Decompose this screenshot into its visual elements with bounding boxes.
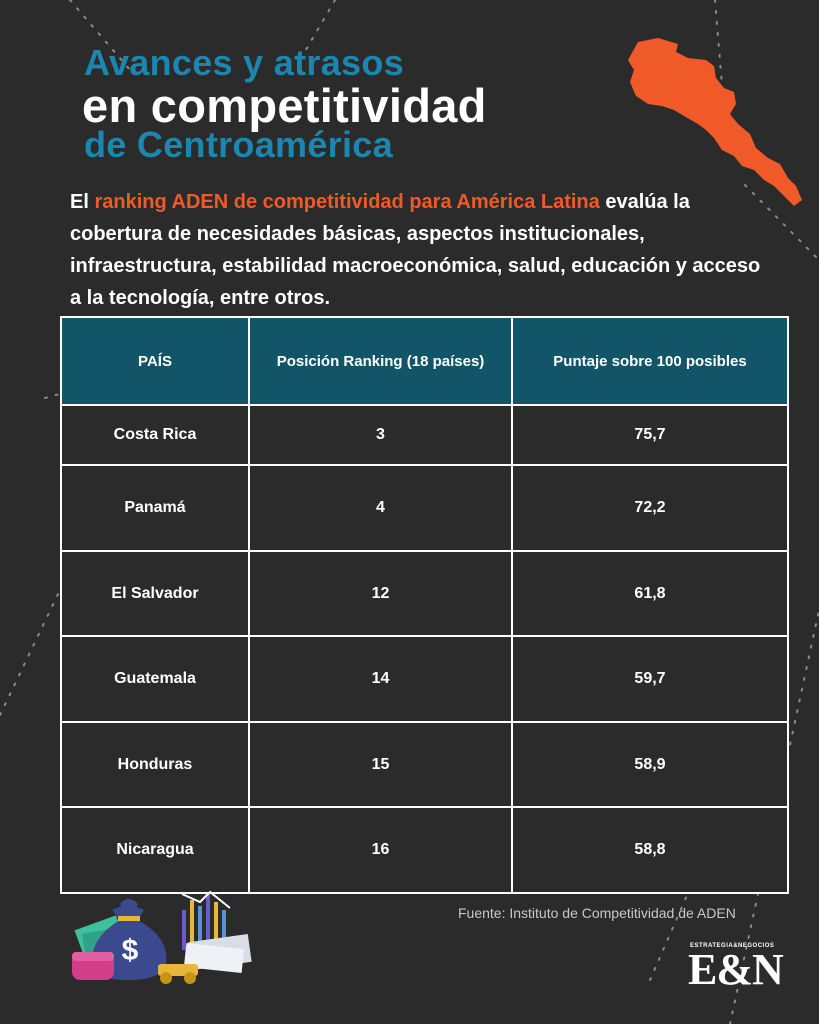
country-cell: El Salvador	[60, 550, 250, 637]
position-cell: 4	[248, 464, 513, 552]
position-cell: 12	[248, 550, 513, 637]
intro-highlight: ranking ADEN de competitividad para Amér…	[94, 191, 600, 213]
score-cell: 61,8	[511, 550, 789, 637]
score-cell: 72,2	[511, 464, 789, 552]
dollar-sign: $	[122, 934, 139, 967]
table-row: Panamá 4 72,2	[60, 464, 789, 552]
ranking-table: PAÍS Posición Ranking (18 países) Puntaj…	[60, 316, 789, 894]
table-header-row: PAÍS Posición Ranking (18 países) Puntaj…	[60, 316, 789, 406]
position-cell: 16	[248, 806, 513, 894]
table-row: Costa Rica 3 75,7	[60, 404, 789, 466]
money-illustration-icon: $	[72, 890, 252, 984]
intro-prefix: El	[70, 191, 95, 213]
intro-rest: evalúa la cobertura de necesidades básic…	[70, 191, 761, 309]
intro-paragraph: El ranking ADEN de competitividad para A…	[70, 186, 770, 314]
score-cell: 58,8	[511, 806, 789, 894]
central-america-map-icon	[628, 38, 802, 206]
header-country: PAÍS	[60, 316, 250, 406]
position-cell: 14	[248, 635, 513, 723]
table-row: Nicaragua 16 58,8	[60, 806, 789, 894]
source-note: Fuente: Instituto de Competitividad de A…	[458, 905, 736, 921]
title-line-1: Avances y atrasos	[84, 42, 404, 83]
table-row: El Salvador 12 61,8	[60, 550, 789, 637]
position-cell: 15	[248, 721, 513, 808]
country-cell: Panamá	[60, 464, 250, 552]
table-row: Honduras 15 58,9	[60, 721, 789, 808]
table-row: Guatemala 14 59,7	[60, 635, 789, 723]
score-cell: 58,9	[511, 721, 789, 808]
en-logo: E&N	[688, 945, 784, 994]
logo-tagline: ESTRATEGIA&NEGOCIOS	[690, 943, 775, 949]
title-line-2: en competitividad	[82, 79, 487, 132]
country-cell: Honduras	[60, 721, 250, 808]
title-line-3: de Centroamérica	[84, 124, 393, 165]
position-cell: 3	[248, 404, 513, 466]
country-cell: Costa Rica	[60, 404, 250, 466]
country-cell: Nicaragua	[60, 806, 250, 894]
score-cell: 75,7	[511, 404, 789, 466]
country-cell: Guatemala	[60, 635, 250, 723]
header-position: Posición Ranking (18 países)	[248, 316, 513, 406]
header-score: Puntaje sobre 100 posibles	[511, 316, 789, 406]
score-cell: 59,7	[511, 635, 789, 723]
